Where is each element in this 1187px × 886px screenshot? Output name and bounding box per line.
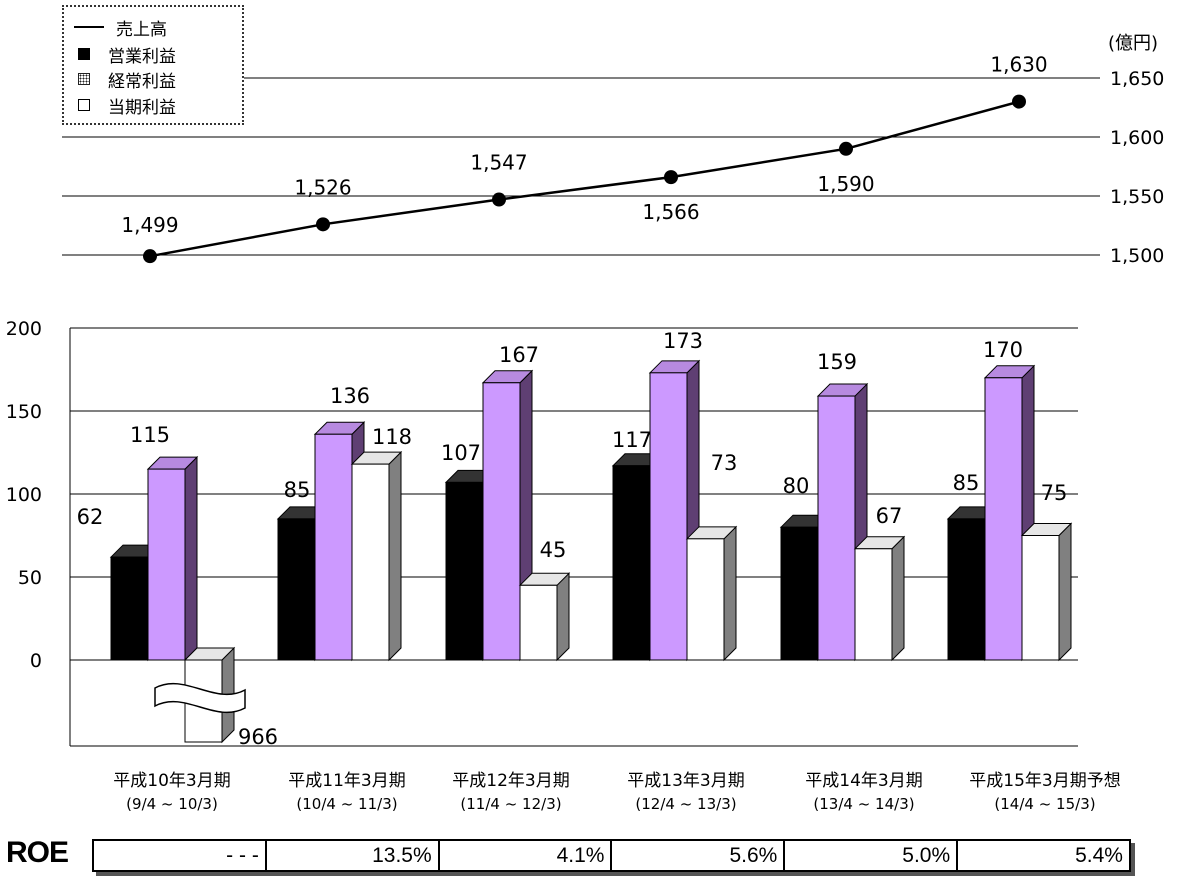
bar-ytick-label: 50	[18, 567, 42, 589]
sales-point	[839, 141, 853, 156]
bar-value-label: 85	[953, 471, 980, 495]
legend-swatch-net	[78, 99, 90, 111]
bar-value-label: 80	[783, 474, 810, 498]
bar-value-label: 118	[372, 425, 412, 449]
bar-value-label: 117	[612, 428, 652, 452]
sales-value-label: 1,590	[817, 172, 874, 196]
axis-break-icon	[154, 682, 246, 714]
bar-value-label: 170	[983, 338, 1023, 362]
operating-profit-bar	[277, 518, 316, 661]
category-sublabel: (10/4 ~ 11/3)	[296, 795, 397, 813]
legend-label-sales: 売上高	[116, 19, 167, 40]
category-label: 平成12年3月期	[452, 771, 569, 791]
category-sublabel: (13/4 ~ 14/3)	[813, 795, 914, 813]
net-profit-bar	[519, 584, 558, 661]
operating-profit-bar	[612, 465, 651, 661]
category-label: 平成11年3月期	[288, 771, 405, 791]
ordinary-profit-bar	[314, 433, 353, 661]
bar-value-label: 62	[77, 505, 104, 529]
operating-profit-bar	[445, 481, 484, 661]
sales-value-label: 1,499	[121, 213, 178, 237]
operating-profit-bar	[780, 526, 819, 661]
category-label: 平成15年3月期予想	[969, 771, 1120, 791]
net-profit-bar	[351, 463, 390, 661]
net-profit-bar	[1021, 535, 1060, 661]
bar-value-label: 73	[711, 451, 738, 475]
bar-value-label: 45	[540, 538, 567, 562]
line-ytick-label: 1,550	[1110, 186, 1164, 208]
legend-label-operating: 営業利益	[108, 46, 176, 67]
roe-cell: 5.6%	[612, 841, 786, 870]
bar-value-label: 136	[330, 384, 370, 408]
line-ytick-label: 1,650	[1110, 68, 1164, 90]
ordinary-profit-bar-side	[184, 455, 198, 662]
legend-item-ordinary: 経常利益	[74, 69, 176, 92]
sales-value-label: 1,566	[642, 200, 699, 224]
category-sublabel: (12/4 ~ 13/3)	[635, 795, 736, 813]
sales-value-label: 1,547	[470, 151, 527, 175]
bar-value-label: 67	[876, 504, 903, 528]
ordinary-profit-bar	[147, 468, 186, 661]
net-profit-bar-side	[388, 450, 402, 662]
legend-item-net: 当期利益	[74, 95, 176, 118]
bar-value-label: 173	[663, 329, 703, 353]
line-ytick-label: 1,500	[1110, 245, 1164, 267]
net-profit-bar	[686, 538, 725, 661]
sales-point	[1012, 94, 1026, 109]
roe-cell: - - -	[94, 841, 267, 870]
bar-value-label: 167	[499, 343, 539, 367]
legend-item-operating: 営業利益	[74, 44, 176, 67]
net-profit-bar-side	[1058, 522, 1072, 662]
net-profit-bar-side	[556, 572, 570, 662]
ordinary-profit-bar	[649, 372, 688, 661]
legend-line-swatch	[74, 26, 104, 28]
sales-point	[664, 170, 678, 185]
unit-label: (億円)	[1108, 33, 1158, 54]
bar-value-label: 966	[238, 725, 278, 749]
legend-label-net: 当期利益	[108, 97, 176, 118]
bar-ytick-label: 150	[6, 401, 42, 423]
net-profit-bar-side	[723, 525, 737, 662]
bar-value-label: 107	[441, 441, 481, 465]
sales-value-label: 1,630	[990, 53, 1047, 77]
operating-profit-bar	[947, 518, 986, 661]
bar-ytick-label: 200	[6, 318, 42, 340]
sales-point	[143, 249, 157, 264]
roe-table: - - -13.5% 4.1% 5.6% 5.0% 5.4%	[92, 839, 1131, 872]
legend-swatch-ordinary	[78, 73, 90, 85]
bar-ytick-label: 100	[6, 484, 42, 506]
roe-cell: 5.0%	[785, 841, 959, 870]
sales-point	[316, 217, 330, 232]
roe-cell: 4.1%	[440, 841, 613, 870]
bar-value-label: 159	[817, 350, 857, 374]
legend-item-sales: 売上高	[74, 17, 167, 40]
category-label: 平成10年3月期	[113, 771, 230, 791]
category-label: 平成13年3月期	[627, 771, 744, 791]
operating-profit-bar	[110, 556, 149, 661]
ordinary-profit-bar	[984, 377, 1023, 661]
sales-point	[492, 192, 506, 207]
bar-value-label: 85	[284, 478, 311, 502]
roe-cell: 5.4%	[1075, 844, 1123, 867]
ordinary-profit-bar	[482, 382, 521, 661]
bar-ytick-label: 0	[30, 650, 42, 672]
category-sublabel: (14/4 ~ 15/3)	[994, 795, 1095, 813]
sales-value-label: 1,526	[294, 175, 351, 199]
bar-value-label: 115	[130, 423, 170, 447]
net-profit-bar	[854, 548, 893, 661]
sales-line	[149, 100, 1020, 258]
roe-title: ROE	[6, 836, 69, 869]
line-ytick-label: 1,600	[1110, 127, 1164, 149]
category-sublabel: (9/4 ~ 10/3)	[126, 795, 218, 813]
legend-label-ordinary: 経常利益	[108, 71, 176, 92]
legend-swatch-operating	[78, 48, 90, 60]
category-label: 平成14年3月期	[805, 771, 922, 791]
roe-cell: 13.5%	[267, 841, 440, 870]
net-profit-bar-side	[891, 535, 905, 662]
ordinary-profit-bar	[817, 395, 856, 661]
category-sublabel: (11/4 ~ 12/3)	[460, 795, 561, 813]
legend: 売上高 営業利益 経常利益 当期利益	[62, 5, 244, 125]
bar-value-label: 75	[1041, 481, 1068, 505]
